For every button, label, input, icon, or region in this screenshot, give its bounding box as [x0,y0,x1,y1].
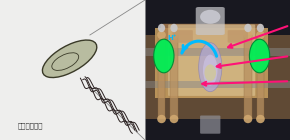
Bar [257,35,264,119]
Text: サルモネラ菌: サルモネラ菌 [17,123,43,129]
Ellipse shape [154,39,174,73]
Ellipse shape [249,39,270,73]
Ellipse shape [244,24,252,32]
Bar [0,0,145,140]
Ellipse shape [204,64,216,81]
Ellipse shape [256,115,265,123]
Bar [170,35,178,119]
FancyBboxPatch shape [161,24,262,55]
Ellipse shape [157,115,166,123]
Bar [155,28,268,98]
Ellipse shape [256,31,265,39]
Bar [145,119,290,140]
Ellipse shape [244,31,252,39]
Ellipse shape [199,43,222,92]
FancyBboxPatch shape [173,30,193,43]
Bar [244,35,252,119]
Bar [145,80,290,88]
Ellipse shape [257,24,264,32]
FancyBboxPatch shape [228,30,248,43]
Bar [145,0,290,35]
Text: H⁺: H⁺ [168,35,177,41]
Bar [158,35,165,119]
Ellipse shape [170,31,178,39]
FancyBboxPatch shape [196,7,225,35]
FancyBboxPatch shape [200,116,220,134]
Ellipse shape [157,31,166,39]
Bar [145,35,290,119]
Ellipse shape [200,10,220,24]
Ellipse shape [203,55,218,85]
Bar [145,0,290,140]
FancyBboxPatch shape [168,24,255,96]
Ellipse shape [170,115,178,123]
Ellipse shape [244,115,252,123]
Bar [145,48,290,56]
Ellipse shape [42,40,97,78]
Ellipse shape [158,24,165,32]
Ellipse shape [171,24,177,32]
